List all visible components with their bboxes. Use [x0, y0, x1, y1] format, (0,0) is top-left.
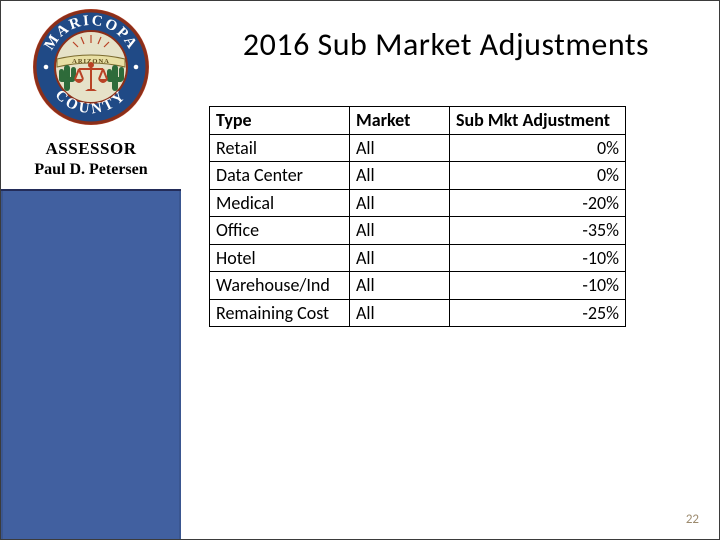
- seal-icon: MARICOPA COUNTY ARIZONA: [31, 7, 151, 127]
- assessor-name: Paul D. Petersen: [34, 161, 147, 179]
- cell-adjust: -10%: [450, 244, 626, 272]
- page-number: 22: [686, 512, 699, 527]
- table-row: Remaining Cost All -25%: [210, 299, 626, 327]
- adjustments-table: Type Market Sub Mkt Adjustment Retail Al…: [209, 106, 626, 327]
- county-seal: MARICOPA COUNTY ARIZONA: [31, 7, 151, 127]
- table-row: Office All -35%: [210, 217, 626, 245]
- cell-adjust: 0%: [450, 162, 626, 190]
- main-content: 2016 Sub Market Adjustments Type Market …: [181, 1, 719, 539]
- cell-market: All: [350, 299, 450, 327]
- cell-type: Hotel: [210, 244, 350, 272]
- table-row: Data Center All 0%: [210, 162, 626, 190]
- cell-type: Remaining Cost: [210, 299, 350, 327]
- col-header-adjust: Sub Mkt Adjustment: [450, 107, 626, 135]
- table-row: Medical All -20%: [210, 189, 626, 217]
- cell-adjust: -20%: [450, 189, 626, 217]
- cell-type: Warehouse/Ind: [210, 272, 350, 300]
- cell-adjust: -25%: [450, 299, 626, 327]
- cell-market: All: [350, 189, 450, 217]
- cell-market: All: [350, 162, 450, 190]
- cell-type: Office: [210, 217, 350, 245]
- cell-market: All: [350, 244, 450, 272]
- cell-adjust: 0%: [450, 134, 626, 162]
- slide: MARICOPA COUNTY ARIZONA: [0, 0, 720, 540]
- table-row: Hotel All -10%: [210, 244, 626, 272]
- sidebar-band-fill: [1, 191, 181, 539]
- cell-type: Data Center: [210, 162, 350, 190]
- cell-market: All: [350, 217, 450, 245]
- col-header-market: Market: [350, 107, 450, 135]
- cell-adjust: -10%: [450, 272, 626, 300]
- cell-adjust: -35%: [450, 217, 626, 245]
- cell-market: All: [350, 134, 450, 162]
- assessor-title: ASSESSOR: [46, 139, 137, 159]
- table-row: Retail All 0%: [210, 134, 626, 162]
- table-header-row: Type Market Sub Mkt Adjustment: [210, 107, 626, 135]
- table-row: Warehouse/Ind All -10%: [210, 272, 626, 300]
- cell-market: All: [350, 272, 450, 300]
- page-title: 2016 Sub Market Adjustments: [183, 25, 709, 64]
- cell-type: Retail: [210, 134, 350, 162]
- sidebar: MARICOPA COUNTY ARIZONA: [1, 1, 181, 539]
- col-header-type: Type: [210, 107, 350, 135]
- sidebar-band: [1, 189, 181, 539]
- cell-type: Medical: [210, 189, 350, 217]
